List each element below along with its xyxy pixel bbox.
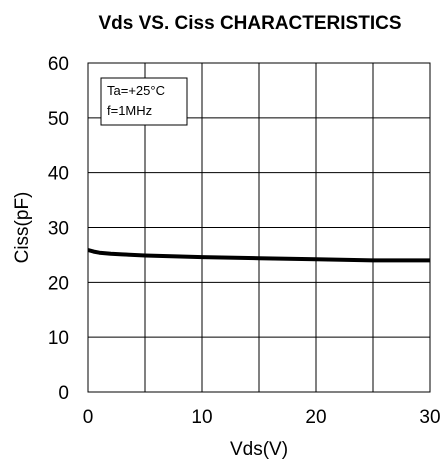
y-axis: 0 10 20 30 40 50 60 <box>48 54 69 404</box>
y-tick-label: 60 <box>48 54 69 75</box>
series-line <box>87 248 430 263</box>
y-tick-label: 40 <box>48 164 69 185</box>
y-tick-label: 0 <box>58 383 69 404</box>
y-tick-label: 30 <box>48 219 69 240</box>
y-axis-label: Ciss(pF) <box>12 192 33 264</box>
condition-frequency: f=1MHz <box>107 103 152 118</box>
x-tick-label: 20 <box>305 407 326 428</box>
y-tick-label: 20 <box>48 273 69 294</box>
condition-box: Ta=+25°C f=1MHz <box>100 77 188 126</box>
condition-box-frame <box>100 77 188 126</box>
x-axis-label: Vds(V) <box>230 439 288 460</box>
condition-temperature: Ta=+25°C <box>107 83 165 98</box>
x-tick-label: 30 <box>419 407 440 428</box>
y-tick-label: 10 <box>48 328 69 349</box>
x-tick-label: 10 <box>191 407 212 428</box>
y-tick-label: 50 <box>48 109 69 130</box>
x-axis: 0 10 20 30 <box>83 407 441 428</box>
plot-area <box>87 62 431 393</box>
chart-title: Vds VS. Ciss CHARACTERISTICS <box>99 13 402 34</box>
series-layer <box>87 248 430 263</box>
x-tick-label: 0 <box>83 407 94 428</box>
